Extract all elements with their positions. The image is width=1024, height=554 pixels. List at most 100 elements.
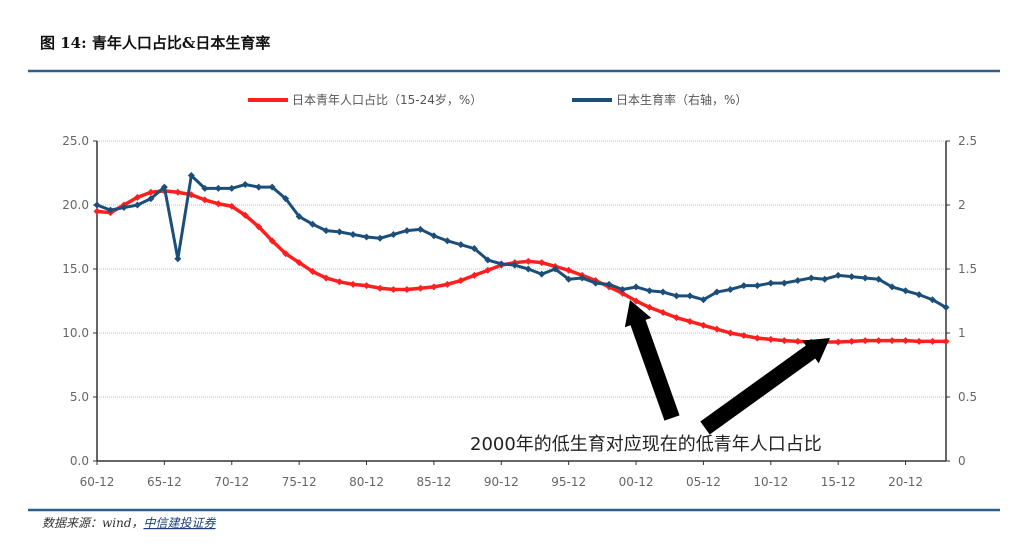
- source-link[interactable]: 中信建投证券: [144, 516, 217, 530]
- series-fertility: [93, 172, 950, 311]
- y-left-tick-label: 5.0: [70, 390, 89, 404]
- data-point: [875, 275, 883, 283]
- data-point: [659, 288, 667, 296]
- x-tick-label: 85-12: [416, 475, 451, 489]
- data-point: [403, 227, 411, 235]
- data-point: [511, 261, 519, 269]
- data-point: [322, 227, 330, 235]
- y-axis-right-labels: 0 0.5 1 1.5 2 2.5: [958, 134, 977, 468]
- data-point: [376, 284, 384, 292]
- data-point: [726, 285, 734, 293]
- x-tick-label: 70-12: [214, 475, 249, 489]
- data-point: [929, 296, 937, 304]
- data-point: [538, 259, 546, 267]
- data-point: [565, 275, 573, 283]
- legend: 日本青年人口占比（15-24岁，%） 日本生育率（右轴，%）: [248, 92, 747, 107]
- legend-label-youth-share: 日本青年人口占比（15-24岁，%）: [292, 92, 482, 107]
- x-tick-label: 75-12: [282, 475, 317, 489]
- data-point: [322, 274, 330, 282]
- data-point: [443, 280, 451, 288]
- y-left-tick-label: 10.0: [62, 326, 89, 340]
- data-point: [686, 292, 694, 300]
- data-point: [740, 332, 748, 340]
- data-point: [686, 317, 694, 325]
- data-point: [915, 291, 923, 299]
- data-point: [349, 230, 357, 238]
- data-point: [767, 335, 775, 343]
- data-point: [861, 337, 869, 345]
- data-point: [699, 296, 707, 304]
- data-point: [834, 271, 842, 279]
- data-point: [484, 256, 492, 264]
- data-point: [120, 204, 128, 212]
- data-point: [942, 303, 950, 311]
- data-point: [646, 303, 654, 311]
- data-point: [713, 325, 721, 333]
- data-point: [524, 265, 532, 273]
- data-point: [255, 223, 263, 231]
- data-point: [605, 280, 613, 288]
- source-prefix: 数据来源：wind，: [42, 516, 144, 530]
- x-tick-label: 60-12: [80, 475, 115, 489]
- y-right-tick-label: 2.5: [958, 134, 977, 148]
- data-point: [147, 188, 155, 196]
- data-point: [295, 259, 303, 267]
- data-point: [619, 285, 627, 293]
- data-point: [875, 337, 883, 345]
- data-point: [713, 288, 721, 296]
- x-tick-label: 00-12: [619, 475, 654, 489]
- data-point: [915, 337, 923, 345]
- data-point: [309, 220, 317, 228]
- data-point: [214, 184, 222, 192]
- x-tick-label: 90-12: [484, 475, 519, 489]
- y-axis-left-labels: 0.0 5.0 10.0 15.0 20.0 25.0: [62, 134, 89, 468]
- data-point: [241, 211, 249, 219]
- y-right-tick-label: 0: [958, 454, 966, 468]
- data-point: [416, 284, 424, 292]
- data-point: [376, 234, 384, 242]
- data-point: [861, 274, 869, 282]
- y-right-tick-label: 1.5: [958, 262, 977, 276]
- data-point: [578, 274, 586, 282]
- data-point: [942, 337, 950, 345]
- data-point: [228, 184, 236, 192]
- x-axis-labels: 60-12 65-12 70-12 75-12 80-12 85-12 90-12 95-12…: [80, 475, 923, 489]
- data-point: [349, 280, 357, 288]
- data-point: [497, 260, 505, 268]
- data-point: [592, 279, 600, 287]
- data-point: [470, 271, 478, 279]
- data-point: [160, 183, 168, 191]
- data-point: [780, 337, 788, 345]
- data-point: [133, 193, 141, 201]
- data-point: [201, 184, 209, 192]
- data-point: [821, 275, 829, 283]
- y-left-tick-label: 0.0: [70, 454, 89, 468]
- data-point: [794, 277, 802, 285]
- data-point: [888, 283, 896, 291]
- data-point: [848, 273, 856, 281]
- data-point: [753, 334, 761, 342]
- data-point: [255, 183, 263, 191]
- data-point: [659, 309, 667, 317]
- data-point: [430, 232, 438, 240]
- y-left-tick-label: 15.0: [62, 262, 89, 276]
- data-point: [902, 287, 910, 295]
- data-point: [268, 237, 276, 245]
- data-point: [214, 200, 222, 208]
- data-point: [241, 181, 249, 189]
- data-point: [309, 268, 317, 276]
- data-point: [632, 283, 640, 291]
- data-point: [902, 337, 910, 345]
- data-point: [457, 277, 465, 285]
- data-point: [93, 207, 101, 215]
- data-point: [457, 241, 465, 249]
- data-point: [646, 287, 654, 295]
- legend-item-youth-share: 日本青年人口占比（15-24岁，%）: [248, 92, 482, 107]
- data-point: [282, 195, 290, 203]
- data-point: [389, 285, 397, 293]
- data-point: [268, 183, 276, 191]
- arrow-to-2000-fertility: [624, 300, 680, 421]
- y-left-tick-label: 25.0: [62, 134, 89, 148]
- data-point: [174, 255, 182, 263]
